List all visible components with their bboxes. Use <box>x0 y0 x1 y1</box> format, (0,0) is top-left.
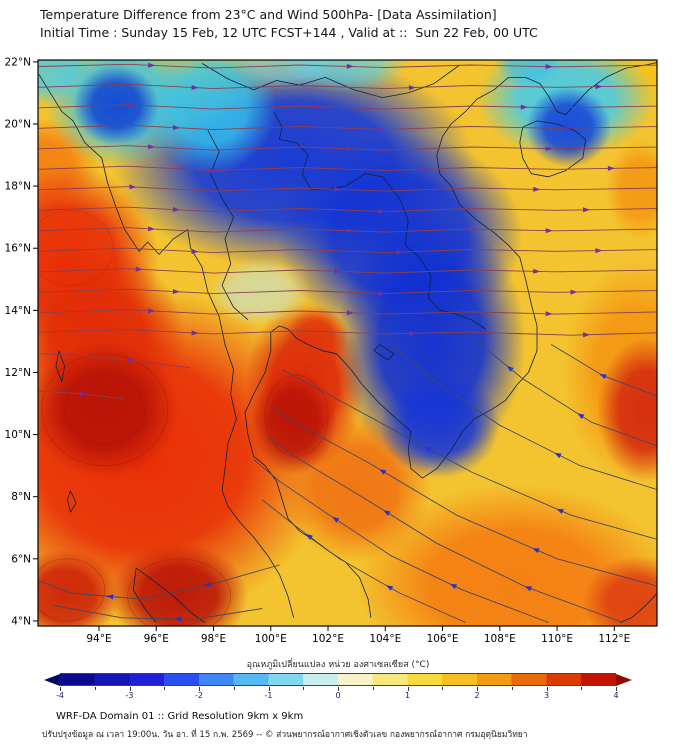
colorbar-ticks: -4 -3 -2 -1 0 1 2 3 4 <box>56 687 619 703</box>
colorbar-tick <box>477 687 478 691</box>
colorbar-tick <box>129 687 131 691</box>
x-tick-label: 94°E <box>86 633 111 645</box>
colorbar-tick <box>94 687 96 690</box>
colorbar-tick <box>442 687 444 690</box>
x-tick-label: 106°E <box>427 633 459 645</box>
y-tick-label: 22°N <box>5 56 31 68</box>
colorbar-tick-label: 2 <box>474 691 480 700</box>
map-title-line1: Temperature Difference from 23°C and Win… <box>40 7 497 22</box>
colorbar-tick-label: -2 <box>195 691 203 700</box>
colorbar-tick <box>268 687 270 691</box>
footer-thai-credit: ปรับปรุงข้อมูล ณ เวลา 19:00น. วัน อา. ที… <box>42 730 528 740</box>
colorbar-tick-label: -4 <box>56 691 64 700</box>
map-title-line2: Initial Time : Sunday 15 Feb, 12 UTC FCS… <box>40 25 538 40</box>
y-tick-label: 8°N <box>11 491 31 503</box>
x-tick-label: 110°E <box>541 633 573 645</box>
colorbar-tick <box>372 687 374 690</box>
y-tick-label: 14°N <box>5 305 31 317</box>
y-tick-label: 6°N <box>11 553 31 565</box>
x-tick-label: 112°E <box>598 633 630 645</box>
colorbar-tick-label: 4 <box>613 691 619 700</box>
colorbar-tick-label: 1 <box>404 691 411 700</box>
y-tick-label: 16°N <box>5 243 31 255</box>
colorbar-tick <box>581 687 583 690</box>
colorbar-tick <box>233 687 235 690</box>
colorbar <box>44 673 632 686</box>
colorbar-tick <box>338 687 339 691</box>
x-tick-label: 102°E <box>312 633 344 645</box>
x-tick-label: 100°E <box>255 633 287 645</box>
colorbar-gradient <box>60 673 616 686</box>
x-tick-label: 98°E <box>201 633 226 645</box>
colorbar-tick-label: -3 <box>125 691 134 700</box>
colorbar-tick <box>616 687 617 691</box>
colorbar-tick-label: -1 <box>264 691 273 700</box>
colorbar-tick <box>546 687 548 691</box>
y-axis-ticks: 22°N 20°N 18°N 16°N 14°N 12°N 10°N 8°N 6°N 4°N <box>5 56 38 627</box>
colorbar-tick <box>303 687 305 690</box>
colorbar-left-arrow <box>44 673 60 686</box>
y-tick-label: 18°N <box>5 181 31 193</box>
colorbar-tick <box>164 687 166 690</box>
x-axis-ticks: 94°E 96°E 98°E 100°E 102°E 104°E 106°E 108°E 110… <box>86 626 630 645</box>
colorbar-tick <box>407 687 409 691</box>
y-tick-label: 12°N <box>5 367 31 379</box>
colorbar-tick <box>60 687 61 691</box>
x-tick-label: 104°E <box>369 633 401 645</box>
colorbar-tick-label: 3 <box>543 691 550 700</box>
y-tick-label: 10°N <box>5 429 31 441</box>
footer-domain-info: WRF-DA Domain 01 :: Grid Resolution 9km … <box>56 711 304 722</box>
colorbar-label: อุณหภูมิเปลี่ยนแปลง หน่วย องศาเซลเซียส (… <box>246 660 430 670</box>
y-tick-label: 4°N <box>11 615 31 627</box>
colorbar-tick-label: 0 <box>335 691 341 700</box>
x-tick-label: 108°E <box>484 633 516 645</box>
temperature-field-canvas <box>38 60 657 626</box>
colorbar-right-arrow <box>616 673 632 686</box>
colorbar-tick <box>199 687 200 691</box>
x-tick-label: 96°E <box>144 633 169 645</box>
y-tick-label: 20°N <box>5 118 31 130</box>
colorbar-tick <box>511 687 513 690</box>
